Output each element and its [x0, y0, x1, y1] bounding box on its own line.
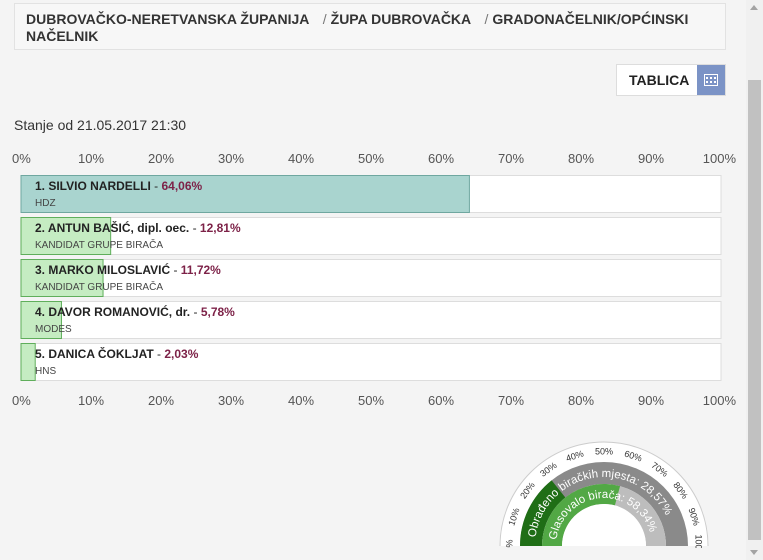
x-tick-label-bottom: 80%	[568, 393, 594, 408]
gauge-tick-label: 50%	[595, 446, 613, 456]
scrollbar[interactable]	[746, 0, 763, 560]
turnout-gauge: 0%10%20%30%40% 50% 60%70%80%90%100%Obrađen…	[499, 441, 709, 548]
scroll-down-arrow-icon[interactable]	[750, 550, 758, 555]
results-bar-chart: 0% 0% 10% 10% 20% 20% 30% 30% 40% 40% 50% 50% 60% 60%…	[12, 151, 737, 408]
breadcrumb-separator: /	[484, 11, 489, 27]
bar	[20, 175, 470, 213]
x-tick-label-bottom: 90%	[638, 393, 664, 408]
x-tick-label-top: 60%	[428, 151, 454, 166]
x-tick-label-top: 70%	[498, 151, 524, 166]
x-tick-label-top: 100%	[703, 151, 737, 166]
breadcrumb-office[interactable]: GRADONAČELNIK/OPĆINSKI NAČELNIK	[26, 11, 689, 44]
candidate-name: 1. SILVIO NARDELLI - 64,06%	[35, 179, 202, 193]
value-label: 64,06%	[161, 179, 202, 193]
bar	[20, 217, 112, 255]
candidate-row[interactable]: 4. DAVOR ROMANOVIĆ, dr. - 5,78% MODES	[20, 301, 722, 339]
gauge-glasovalo-fill	[542, 484, 621, 546]
candidate-name: 3. MARKO MILOSLAVIĆ - 11,72%	[35, 262, 221, 277]
bar	[20, 343, 36, 381]
candidate-name: 4. DAVOR ROMANOVIĆ, dr. - 5,78%	[35, 304, 235, 319]
x-tick-label-bottom: 100%	[703, 393, 737, 408]
x-tick-label-bottom: 10%	[78, 393, 104, 408]
value-label: 12,81%	[200, 221, 241, 235]
breadcrumb-separator: /	[322, 11, 327, 27]
x-tick-label-top: 50%	[358, 151, 384, 166]
status-timestamp: Stanje od 21.05.2017 21:30	[14, 117, 187, 133]
gauge-tick-label: 100%	[694, 534, 704, 548]
candidate-row[interactable]: 1. SILVIO NARDELLI - 64,06% HDZ	[20, 175, 722, 213]
candidate-name: 2. ANTUN BAŠIĆ, dipl. oec. - 12,81%	[35, 220, 241, 235]
scrollbar-thumb[interactable]	[748, 80, 761, 540]
value-label: 5,78%	[201, 305, 235, 319]
candidate-party: KANDIDAT GRUPE BIRAČA	[35, 280, 163, 293]
x-tick-label-top: 10%	[78, 151, 104, 166]
bar-track	[20, 217, 722, 255]
x-tick-label-bottom: 0%	[12, 393, 31, 408]
candidate-name: 5. DANICA ČOKLJAT - 2,03%	[35, 346, 199, 361]
x-tick-label-bottom: 50%	[358, 393, 384, 408]
x-tick-label-top: 0%	[12, 151, 31, 166]
value-label: 11,72%	[181, 263, 221, 277]
candidate-row[interactable]: 3. MARKO MILOSLAVIĆ - 11,72% KANDIDAT GRU…	[20, 259, 722, 297]
candidate-party: KANDIDAT GRUPE BIRAČA	[35, 238, 163, 251]
x-tick-label-top: 90%	[638, 151, 664, 166]
candidate-party: HDZ	[35, 198, 56, 209]
bar	[20, 259, 104, 297]
bar	[20, 301, 62, 339]
x-tick-label-top: 80%	[568, 151, 594, 166]
breadcrumb-county[interactable]: DUBROVAČKO-NERETVANSKA ŽUPANIJA	[26, 11, 309, 27]
candidate-row[interactable]: 5. DANICA ČOKLJAT - 2,03% HNS	[20, 343, 722, 381]
x-tick-label-bottom: 70%	[498, 393, 524, 408]
gauge-tick-label: 0%	[504, 539, 514, 548]
x-tick-label-top: 20%	[148, 151, 174, 166]
x-tick-label-top: 30%	[218, 151, 244, 166]
value-label: 2,03%	[164, 347, 198, 361]
candidate-row[interactable]: 2. ANTUN BAŠIĆ, dipl. oec. - 12,81% KANDI…	[20, 217, 722, 255]
x-tick-label-bottom: 40%	[288, 393, 314, 408]
x-tick-label-bottom: 30%	[218, 393, 244, 408]
x-tick-label-bottom: 20%	[148, 393, 174, 408]
x-tick-label-bottom: 60%	[428, 393, 454, 408]
candidate-party: HNS	[35, 366, 56, 377]
bar-track	[20, 301, 722, 339]
table-icon	[697, 65, 725, 95]
gauge-obradeno-fill	[520, 480, 566, 546]
gauge-center	[562, 504, 646, 546]
candidate-party: MODES	[35, 324, 72, 335]
bar-track	[20, 343, 722, 381]
tablica-button[interactable]: TABLICA	[616, 64, 726, 96]
scroll-up-arrow-icon[interactable]	[750, 5, 758, 10]
bar-track	[20, 259, 722, 297]
gauge-obradeno-track	[520, 462, 688, 546]
x-tick-label-top: 40%	[288, 151, 314, 166]
breadcrumb-municipality[interactable]: ŽUPA DUBROVAČKA	[330, 11, 471, 27]
tablica-button-label: TABLICA	[629, 72, 690, 88]
breadcrumb: DUBROVAČKO-NERETVANSKA ŽUPANIJA / ŽUPA DU…	[14, 3, 726, 50]
